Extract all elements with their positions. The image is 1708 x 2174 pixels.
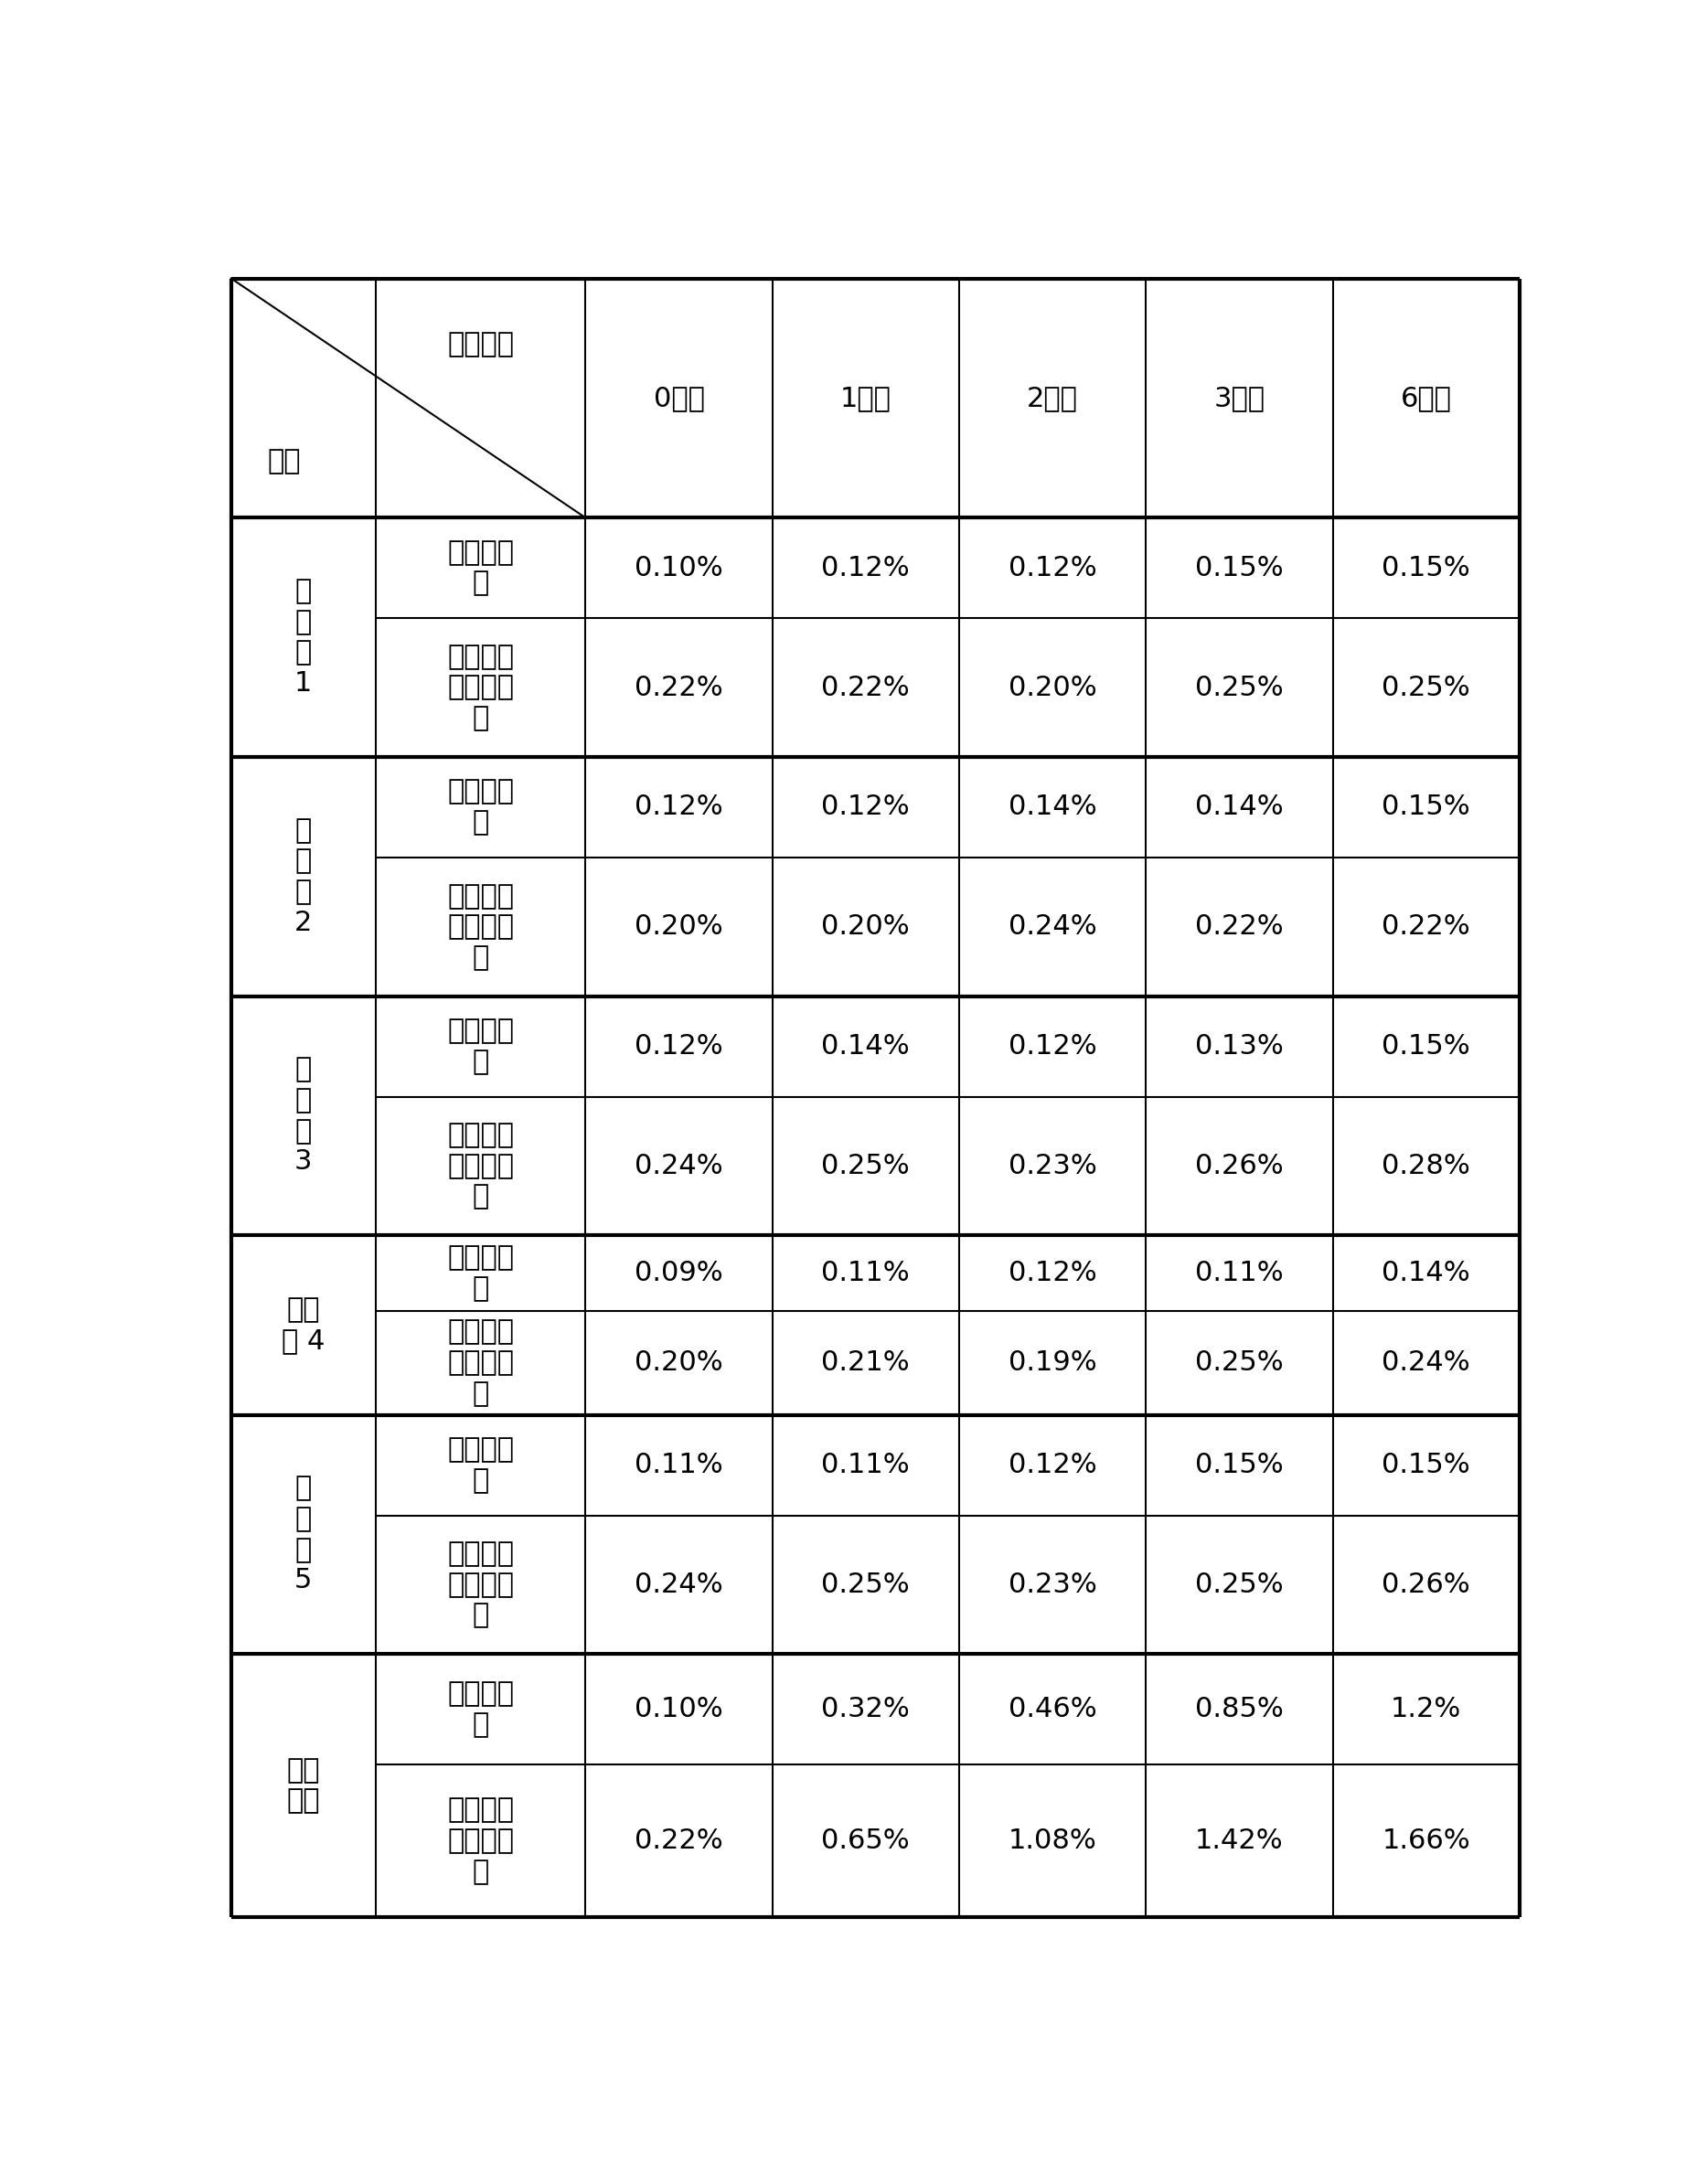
- Text: 1.08%: 1.08%: [1008, 1828, 1097, 1854]
- Text: 氯吵格雷
酸: 氯吵格雷 酸: [447, 778, 514, 835]
- Text: 0.25%: 0.25%: [1382, 674, 1471, 700]
- Text: 0.25%: 0.25%: [1196, 1572, 1283, 1598]
- Text: 0.22%: 0.22%: [635, 674, 722, 700]
- Text: 0.24%: 0.24%: [635, 1572, 722, 1598]
- Text: 0.11%: 0.11%: [1196, 1261, 1283, 1287]
- Text: 0.15%: 0.15%: [1382, 1452, 1471, 1478]
- Text: 0.24%: 0.24%: [1382, 1350, 1471, 1376]
- Text: 0.24%: 0.24%: [1008, 913, 1097, 939]
- Text: 0.22%: 0.22%: [1382, 913, 1471, 939]
- Text: 0.28%: 0.28%: [1382, 1152, 1471, 1178]
- Text: 氯吵格雷
酸: 氯吵格雷 酸: [447, 1437, 514, 1494]
- Text: 0.32%: 0.32%: [822, 1696, 910, 1722]
- Text: 0.14%: 0.14%: [1008, 794, 1097, 820]
- Text: 0.46%: 0.46%: [1008, 1696, 1097, 1722]
- Text: 0个月: 0个月: [654, 385, 704, 411]
- Text: 0.12%: 0.12%: [1008, 1033, 1097, 1059]
- Text: 氯吵格雷
左旋异构
体: 氯吵格雷 左旋异构 体: [447, 1122, 514, 1211]
- Text: 0.14%: 0.14%: [1196, 794, 1283, 820]
- Text: 实
施
例
3: 实 施 例 3: [294, 1057, 313, 1176]
- Text: 0.12%: 0.12%: [822, 794, 910, 820]
- Text: 0.15%: 0.15%: [1196, 1452, 1283, 1478]
- Text: 0.22%: 0.22%: [822, 674, 910, 700]
- Text: 0.12%: 0.12%: [1008, 1261, 1097, 1287]
- Text: 0.25%: 0.25%: [822, 1152, 910, 1178]
- Text: 0.26%: 0.26%: [1196, 1152, 1283, 1178]
- Text: 0.15%: 0.15%: [1382, 794, 1471, 820]
- Text: 1个月: 1个月: [840, 385, 892, 411]
- Text: 实
施
例
5: 实 施 例 5: [294, 1476, 313, 1594]
- Text: 0.65%: 0.65%: [822, 1828, 910, 1854]
- Text: 氯吵格雷
酸: 氯吵格雷 酸: [447, 1681, 514, 1737]
- Text: 0.22%: 0.22%: [635, 1828, 722, 1854]
- Text: 氯吵格雷
酸: 氯吵格雷 酸: [447, 1017, 514, 1076]
- Text: 实施
例 4: 实施 例 4: [282, 1296, 325, 1354]
- Text: 0.11%: 0.11%: [822, 1452, 910, 1478]
- Text: 0.23%: 0.23%: [1008, 1572, 1097, 1598]
- Text: 对照
样品: 对照 样品: [287, 1757, 319, 1815]
- Text: 0.15%: 0.15%: [1382, 1033, 1471, 1059]
- Text: 0.25%: 0.25%: [822, 1572, 910, 1598]
- Text: 0.25%: 0.25%: [1196, 1350, 1283, 1376]
- Text: 0.11%: 0.11%: [822, 1261, 910, 1287]
- Text: 0.24%: 0.24%: [635, 1152, 722, 1178]
- Text: 氯吵格雷
左旋异构
体: 氯吵格雷 左旋异构 体: [447, 1541, 514, 1628]
- Text: 放置时间: 放置时间: [447, 330, 514, 359]
- Text: 0.85%: 0.85%: [1196, 1696, 1283, 1722]
- Text: 0.26%: 0.26%: [1382, 1572, 1471, 1598]
- Text: 氯吵格雷
左旋异构
体: 氯吵格雷 左旋异构 体: [447, 1798, 514, 1885]
- Text: 0.20%: 0.20%: [1008, 674, 1097, 700]
- Text: 0.20%: 0.20%: [635, 1350, 722, 1376]
- Text: 氯吵格雷
左旋异构
体: 氯吵格雷 左旋异构 体: [447, 644, 514, 730]
- Text: 氯吵格雷
酸: 氯吵格雷 酸: [447, 539, 514, 596]
- Text: 0.09%: 0.09%: [635, 1261, 722, 1287]
- Text: 0.15%: 0.15%: [1382, 554, 1471, 580]
- Text: 0.10%: 0.10%: [635, 554, 722, 580]
- Text: 0.12%: 0.12%: [635, 1033, 722, 1059]
- Text: 氯吵格雷
左旋异构
体: 氯吵格雷 左旋异构 体: [447, 883, 514, 972]
- Text: 氯吵格雷
酸: 氯吵格雷 酸: [447, 1244, 514, 1302]
- Text: 0.23%: 0.23%: [1008, 1152, 1097, 1178]
- Text: 实
施
例
2: 实 施 例 2: [294, 817, 313, 935]
- Text: 0.14%: 0.14%: [822, 1033, 910, 1059]
- Text: 3个月: 3个月: [1214, 385, 1266, 411]
- Text: 0.19%: 0.19%: [1008, 1350, 1097, 1376]
- Text: 1.42%: 1.42%: [1196, 1828, 1283, 1854]
- Text: 0.13%: 0.13%: [1196, 1033, 1283, 1059]
- Text: 0.14%: 0.14%: [1382, 1261, 1471, 1287]
- Text: 0.12%: 0.12%: [1008, 554, 1097, 580]
- Text: 6个月: 6个月: [1401, 385, 1452, 411]
- Text: 0.20%: 0.20%: [635, 913, 722, 939]
- Text: 0.12%: 0.12%: [1008, 1452, 1097, 1478]
- Text: 0.12%: 0.12%: [635, 794, 722, 820]
- Text: 0.20%: 0.20%: [822, 913, 910, 939]
- Text: 1.66%: 1.66%: [1382, 1828, 1471, 1854]
- Text: 0.10%: 0.10%: [635, 1696, 722, 1722]
- Text: 实
施
例
1: 实 施 例 1: [294, 578, 313, 696]
- Text: 0.11%: 0.11%: [635, 1452, 722, 1478]
- Text: 0.12%: 0.12%: [822, 554, 910, 580]
- Text: 0.21%: 0.21%: [822, 1350, 910, 1376]
- Text: 1.2%: 1.2%: [1390, 1696, 1462, 1722]
- Text: 氯吵格雷
左旋异构
体: 氯吵格雷 左旋异构 体: [447, 1320, 514, 1407]
- Text: 项目: 项目: [266, 448, 301, 474]
- Text: 2个月: 2个月: [1027, 385, 1078, 411]
- Text: 0.15%: 0.15%: [1196, 554, 1283, 580]
- Text: 0.22%: 0.22%: [1196, 913, 1283, 939]
- Text: 0.25%: 0.25%: [1196, 674, 1283, 700]
